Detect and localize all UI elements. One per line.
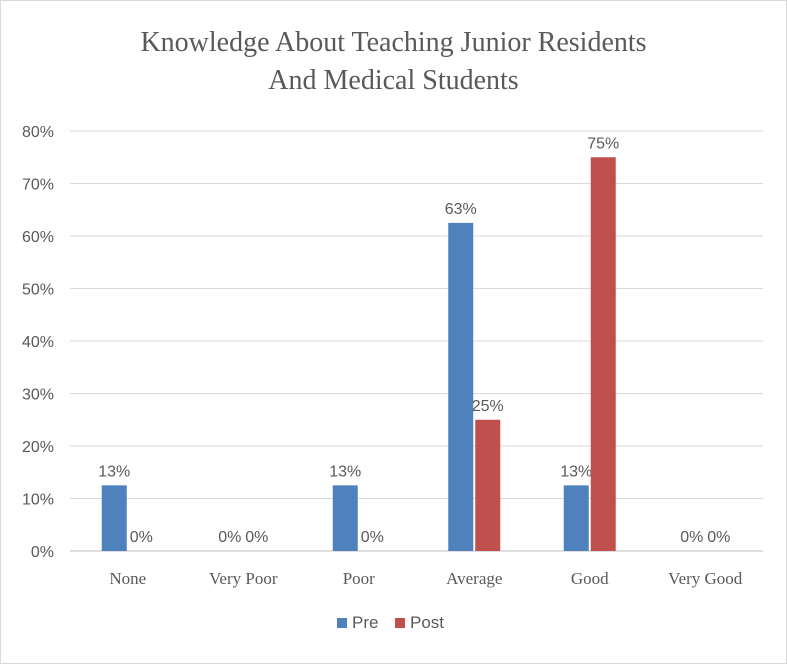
x-tick-label: Good (571, 569, 609, 588)
x-tick-label: None (109, 569, 146, 588)
y-tick-label: 60% (22, 229, 54, 246)
y-tick-label: 30% (22, 387, 54, 404)
data-label: 0% (361, 529, 384, 546)
bar-pre-poor (332, 485, 358, 551)
data-label: 63% (445, 201, 477, 218)
data-label: 0% (245, 529, 268, 546)
data-label: 13% (98, 463, 130, 480)
legend-label-post: Post (410, 613, 444, 632)
bar-pre-average (448, 222, 474, 551)
legend-swatch-post (395, 618, 405, 628)
chart-title-line-2: And Medical Students (268, 65, 519, 96)
chart-title-line-1: Knowledge About Teaching Junior Resident… (140, 27, 647, 58)
data-label: 0% (218, 529, 241, 546)
data-label: 0% (680, 529, 703, 546)
data-label: 13% (329, 463, 361, 480)
x-tick-label: Average (446, 569, 502, 588)
y-tick-label: 20% (22, 439, 54, 456)
x-tick-label: Poor (343, 569, 375, 588)
y-tick-label: 50% (22, 282, 54, 299)
bar-post-good (590, 157, 616, 551)
chart-title: Knowledge About Teaching Junior Resident… (0, 24, 787, 100)
y-tick-label: 0% (31, 544, 54, 561)
y-tick-label: 40% (22, 334, 54, 351)
bar-pre-none (101, 485, 127, 551)
x-tick-label: Very Poor (209, 569, 278, 588)
y-tick-label: 10% (22, 492, 54, 509)
y-tick-label: 80% (22, 124, 54, 141)
data-label: 0% (130, 529, 153, 546)
data-label: 13% (560, 463, 592, 480)
data-label: 25% (472, 398, 504, 415)
legend-label-pre: Pre (352, 613, 378, 632)
legend-swatch-pre (337, 618, 347, 628)
y-tick-label: 70% (22, 177, 54, 194)
x-tick-label: Very Good (668, 569, 743, 588)
bar-pre-good (563, 485, 589, 551)
data-label: 0% (707, 529, 730, 546)
bar-post-average (475, 419, 501, 551)
data-label: 75% (587, 135, 619, 152)
